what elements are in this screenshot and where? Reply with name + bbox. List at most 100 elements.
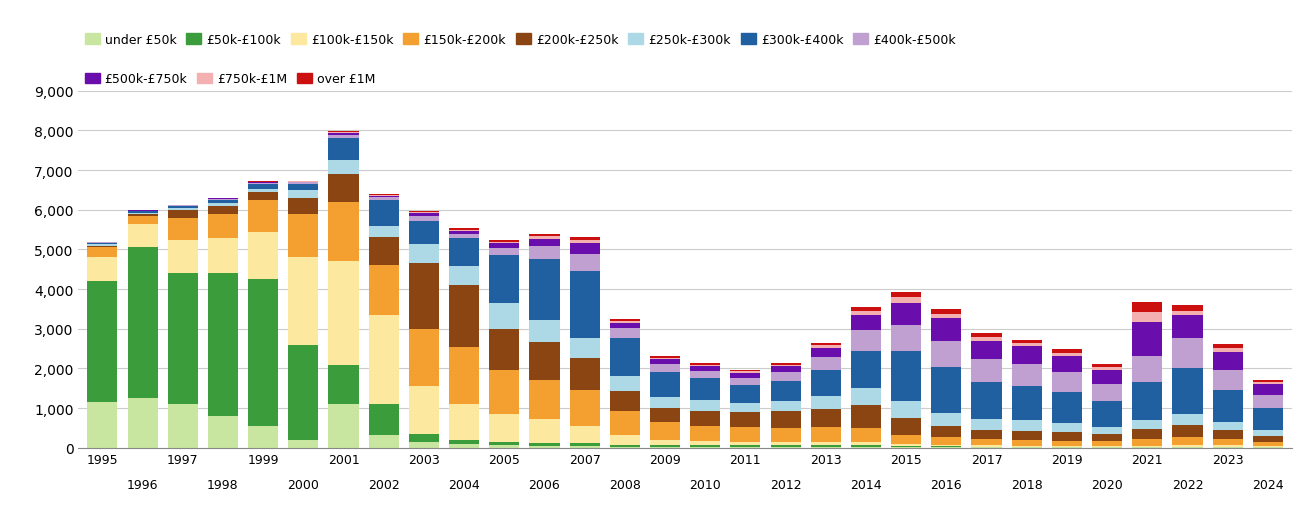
- Bar: [971, 341, 1002, 360]
- Bar: [530, 321, 560, 342]
- Bar: [207, 207, 238, 214]
- Bar: [609, 445, 639, 447]
- Bar: [1172, 338, 1202, 369]
- Bar: [288, 199, 318, 214]
- Bar: [1133, 302, 1163, 312]
- Bar: [690, 411, 720, 426]
- Bar: [810, 396, 840, 409]
- Text: 2012: 2012: [770, 478, 801, 491]
- Text: 2024: 2024: [1251, 478, 1284, 491]
- Bar: [851, 308, 881, 312]
- Bar: [731, 442, 761, 445]
- Bar: [770, 411, 801, 428]
- Bar: [1172, 414, 1202, 425]
- Bar: [248, 201, 278, 232]
- Bar: [489, 241, 519, 242]
- Bar: [329, 139, 359, 161]
- Bar: [690, 447, 720, 448]
- Bar: [87, 248, 117, 258]
- Bar: [810, 348, 840, 357]
- Bar: [1172, 445, 1202, 447]
- Bar: [932, 426, 962, 437]
- Bar: [569, 241, 600, 244]
- Bar: [569, 390, 600, 426]
- Bar: [288, 345, 318, 440]
- Bar: [1212, 352, 1242, 370]
- Bar: [690, 378, 720, 401]
- Bar: [530, 237, 560, 239]
- Bar: [569, 271, 600, 338]
- Bar: [1011, 340, 1041, 343]
- Bar: [731, 404, 761, 413]
- Bar: [891, 401, 921, 418]
- Bar: [810, 409, 840, 428]
- Bar: [368, 238, 399, 265]
- Bar: [1253, 408, 1283, 431]
- Bar: [971, 430, 1002, 439]
- Bar: [891, 446, 921, 447]
- Bar: [329, 135, 359, 139]
- Bar: [932, 310, 962, 314]
- Bar: [489, 442, 519, 445]
- Text: 1998: 1998: [207, 478, 239, 491]
- Bar: [207, 200, 238, 201]
- Bar: [770, 367, 801, 372]
- Bar: [288, 258, 318, 345]
- Text: 2014: 2014: [850, 478, 882, 491]
- Bar: [1133, 420, 1163, 429]
- Bar: [851, 428, 881, 442]
- Bar: [1011, 386, 1041, 420]
- Bar: [731, 413, 761, 428]
- Bar: [368, 201, 399, 227]
- Bar: [530, 246, 560, 259]
- Bar: [1133, 322, 1163, 356]
- Bar: [288, 183, 318, 185]
- Bar: [288, 185, 318, 190]
- Bar: [168, 210, 198, 218]
- Bar: [207, 238, 238, 274]
- Bar: [971, 382, 1002, 419]
- Bar: [932, 437, 962, 445]
- Bar: [1092, 446, 1122, 447]
- Bar: [1011, 347, 1041, 364]
- Bar: [932, 413, 962, 426]
- Bar: [690, 442, 720, 445]
- Bar: [408, 212, 438, 213]
- Bar: [731, 370, 761, 372]
- Bar: [1212, 370, 1242, 390]
- Bar: [329, 365, 359, 404]
- Bar: [770, 447, 801, 448]
- Bar: [932, 342, 962, 367]
- Bar: [449, 239, 479, 267]
- Bar: [530, 419, 560, 443]
- Bar: [489, 244, 519, 248]
- Bar: [731, 373, 761, 378]
- Bar: [489, 248, 519, 256]
- Bar: [1011, 343, 1041, 347]
- Bar: [609, 320, 639, 321]
- Bar: [650, 447, 680, 448]
- Bar: [168, 404, 198, 448]
- Bar: [650, 445, 680, 447]
- Bar: [168, 208, 198, 210]
- Text: 2022: 2022: [1172, 478, 1203, 491]
- Bar: [489, 445, 519, 448]
- Bar: [1092, 442, 1122, 446]
- Bar: [569, 254, 600, 271]
- Bar: [810, 428, 840, 442]
- Bar: [530, 443, 560, 446]
- Bar: [530, 446, 560, 448]
- Text: 2010: 2010: [689, 478, 722, 491]
- Bar: [248, 232, 278, 279]
- Bar: [569, 446, 600, 448]
- Bar: [168, 274, 198, 404]
- Bar: [1212, 445, 1242, 447]
- Bar: [207, 274, 238, 416]
- Bar: [1092, 367, 1122, 370]
- Bar: [207, 214, 238, 238]
- Legend: £500k-£750k, £750k-£1M, over £1M: £500k-£750k, £750k-£1M, over £1M: [85, 73, 376, 86]
- Bar: [891, 303, 921, 326]
- Bar: [489, 303, 519, 329]
- Bar: [650, 408, 680, 422]
- Bar: [1133, 429, 1163, 440]
